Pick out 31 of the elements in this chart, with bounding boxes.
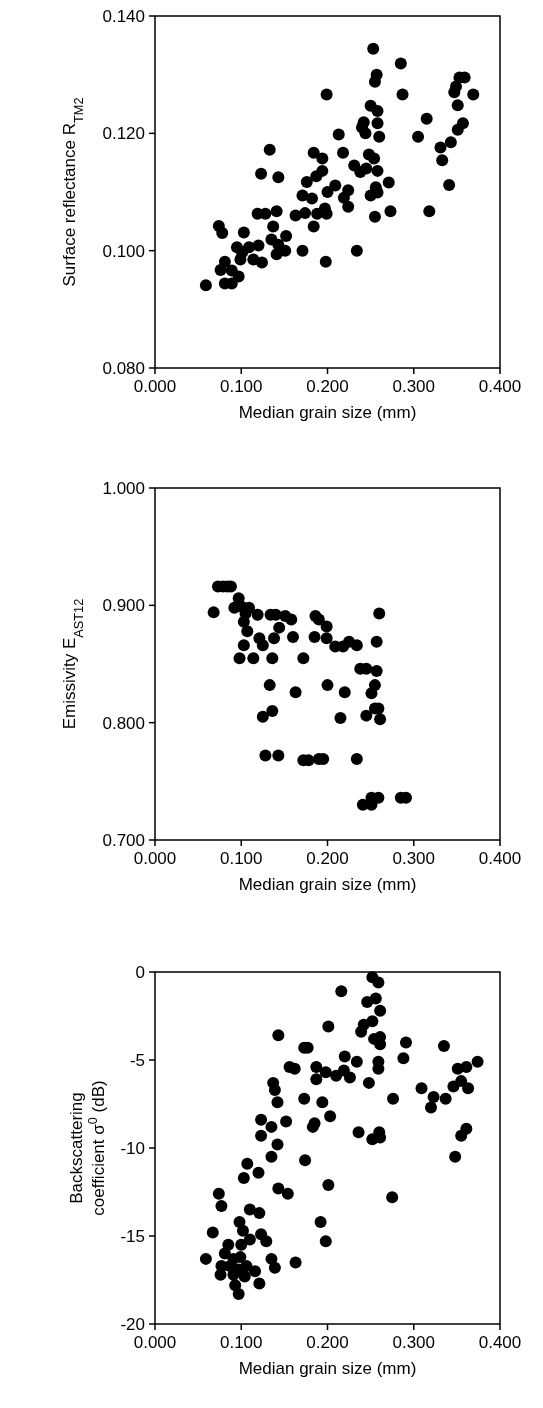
x-tick-label: 0.200 — [306, 377, 349, 396]
x-axis-title: Median grain size (mm) — [238, 875, 417, 894]
y-tick-label: 0.100 — [102, 241, 145, 261]
y-tick-label: -20 — [120, 1315, 145, 1334]
x-tick-label: 0.000 — [133, 1333, 177, 1352]
x-tick-label: 0.000 — [133, 849, 177, 868]
x-tick-label: 0.000 — [133, 377, 177, 396]
y-tick-label: 0 — [135, 963, 145, 982]
x-tick-label: 0.100 — [219, 849, 263, 868]
x-tick-label: 0.400 — [478, 1333, 522, 1352]
y-tick-label: 0.140 — [102, 7, 145, 26]
y-tick-label: -15 — [120, 1227, 145, 1246]
y-tick-label: 0.120 — [102, 124, 145, 144]
x-tick-label: 0.400 — [478, 849, 522, 868]
x-tick-label: 0.100 — [219, 377, 263, 396]
y-tick-label: -10 — [120, 1139, 145, 1158]
x-tick-label: 0.200 — [306, 849, 349, 868]
y-tick-label: 0.700 — [102, 831, 145, 850]
y-tick-label: 0.900 — [102, 596, 145, 616]
x-tick-label: 0.100 — [219, 1333, 263, 1352]
y-tick-label: 1.000 — [102, 479, 145, 498]
x-tick-label: 0.300 — [392, 1333, 436, 1352]
y-tick-label: 0.800 — [102, 713, 145, 733]
x-axis-title: Median grain size (mm) — [238, 1359, 417, 1378]
x-tick-label: 0.300 — [392, 377, 436, 396]
x-tick-label: 0.200 — [306, 1333, 349, 1352]
x-axis-title: Median grain size (mm) — [238, 403, 417, 422]
x-tick-label: 0.300 — [392, 849, 436, 868]
x-tick-label: 0.400 — [478, 377, 522, 396]
y-tick-label: -5 — [129, 1051, 145, 1070]
y-tick-label: 0.080 — [102, 359, 145, 378]
